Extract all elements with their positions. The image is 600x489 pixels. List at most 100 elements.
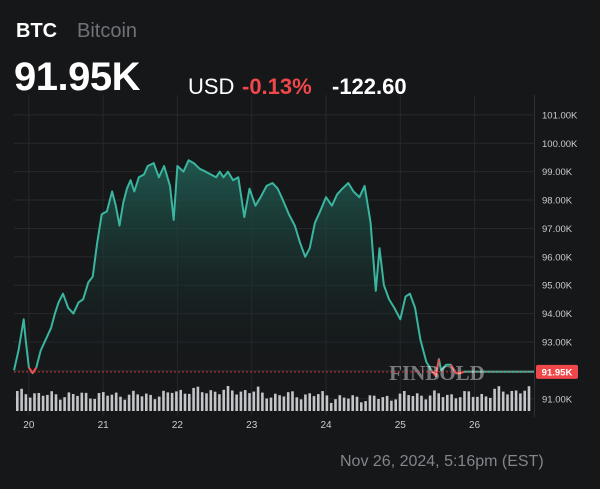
volume-bar — [183, 393, 187, 411]
last-price-marker: 91.95K — [14, 364, 578, 379]
volume-bar — [291, 391, 294, 411]
volume-bar — [175, 391, 178, 411]
volume-bar — [89, 398, 92, 411]
price-series — [13, 159, 534, 378]
y-tick-label: 100.00K — [542, 139, 578, 150]
volume-bar — [84, 392, 88, 411]
volume-bar — [372, 395, 376, 411]
volume-bar — [312, 396, 316, 411]
volume-bar — [119, 396, 122, 411]
volume-bar — [252, 391, 256, 411]
volume-bar — [342, 397, 346, 411]
volume-bar — [127, 394, 131, 411]
volume-bar — [63, 397, 66, 411]
volume-bar — [179, 389, 182, 411]
volume-bar — [149, 394, 152, 411]
y-tick-label: 101.00K — [542, 110, 578, 121]
volume-bar — [59, 399, 62, 411]
volume-bar — [16, 391, 19, 411]
y-tick-label: 94.00K — [542, 309, 573, 320]
y-tick-label: 96.00K — [542, 252, 573, 263]
y-tick-label: 97.00K — [542, 224, 573, 235]
volume-bar — [467, 391, 471, 411]
change-percent: -0.13% — [242, 74, 312, 99]
volume-bar — [37, 393, 41, 411]
ticker-symbol: BTC — [16, 20, 58, 42]
volume-bar — [407, 395, 410, 411]
x-tick-label: 25 — [395, 420, 407, 431]
volume-bar — [424, 399, 428, 411]
volume-bar — [209, 390, 213, 411]
x-tick-label: 21 — [98, 420, 110, 431]
volume-bar — [476, 396, 479, 411]
volume-bar — [200, 392, 204, 411]
price-area — [14, 160, 534, 383]
volume-bar — [334, 399, 337, 411]
volume-bar — [514, 390, 518, 411]
volume-bars — [16, 386, 531, 411]
volume-bar — [338, 395, 342, 411]
volume-bar — [519, 393, 522, 411]
volume-bar — [166, 392, 170, 411]
volume-bar — [153, 399, 157, 411]
volume-bar — [325, 395, 329, 411]
volume-bar — [50, 391, 53, 411]
volume-bar — [403, 391, 406, 411]
volume-bar — [489, 397, 492, 411]
volume-bar — [93, 398, 96, 411]
volume-bar — [41, 395, 45, 411]
volume-bar — [188, 393, 191, 411]
volume-bar — [102, 392, 105, 411]
volume-bar — [510, 391, 514, 411]
finbold-watermark: FINBOLD — [389, 361, 485, 385]
volume-bar — [226, 386, 230, 411]
volume-bar — [192, 387, 195, 411]
volume-bar — [123, 399, 127, 411]
volume-bar — [317, 394, 320, 411]
volume-bar — [97, 393, 101, 411]
volume-bar — [243, 390, 247, 411]
volume-bar — [106, 395, 109, 411]
price-area-fill — [14, 160, 534, 383]
volume-bar — [265, 398, 268, 411]
volume-bar — [458, 397, 462, 411]
y-tick-label: 99.00K — [542, 167, 573, 178]
volume-bar — [205, 393, 208, 411]
y-tick-label: 93.00K — [542, 338, 573, 349]
volume-bar — [304, 394, 307, 411]
volume-bar — [390, 400, 393, 411]
volume-bar — [523, 390, 526, 411]
volume-bar — [433, 390, 436, 411]
volume-bar — [248, 393, 251, 411]
volume-bar — [256, 386, 260, 411]
volume-bar — [235, 394, 238, 411]
volume-bar — [446, 394, 449, 411]
volume-bar — [24, 394, 28, 411]
volume-bar — [471, 396, 475, 411]
volume-bar — [437, 393, 440, 411]
volume-bar — [381, 397, 385, 411]
volume-bar — [145, 393, 148, 411]
volume-bar — [140, 396, 144, 411]
currency-label: USD — [188, 74, 235, 99]
volume-bar — [463, 391, 466, 411]
volume-bar — [351, 395, 354, 411]
volume-bar — [213, 391, 217, 411]
volume-bar — [497, 386, 501, 411]
volume-bar — [329, 402, 333, 411]
volume-bar — [218, 394, 221, 411]
price-line-below — [434, 358, 440, 377]
volume-bar — [157, 396, 161, 411]
volume-bar — [67, 392, 71, 411]
volume-bar — [420, 395, 423, 411]
volume-bar — [261, 392, 264, 411]
volume-bar — [54, 394, 58, 411]
volume-bar — [71, 394, 75, 411]
volume-bar — [411, 396, 415, 411]
volume-bar — [28, 397, 32, 411]
volume-bar — [110, 394, 114, 411]
x-tick-label: 24 — [320, 420, 332, 431]
volume-bar — [278, 395, 281, 411]
volume-bar — [360, 402, 363, 411]
